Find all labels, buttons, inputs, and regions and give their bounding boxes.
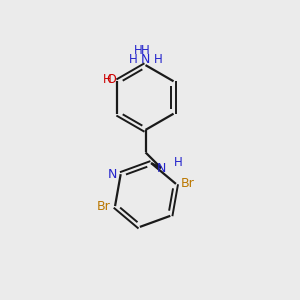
Text: N: N [156,161,166,175]
Text: Br: Br [97,200,111,213]
Text: Br: Br [180,177,194,190]
Text: N: N [108,168,117,181]
Text: H: H [154,53,162,66]
Text: O: O [106,73,116,86]
Text: H: H [129,53,137,66]
Text: H: H [174,156,182,169]
Text: N: N [141,53,150,66]
Text: H: H [103,73,112,86]
Text: H: H [134,44,142,57]
Text: H: H [141,44,150,57]
